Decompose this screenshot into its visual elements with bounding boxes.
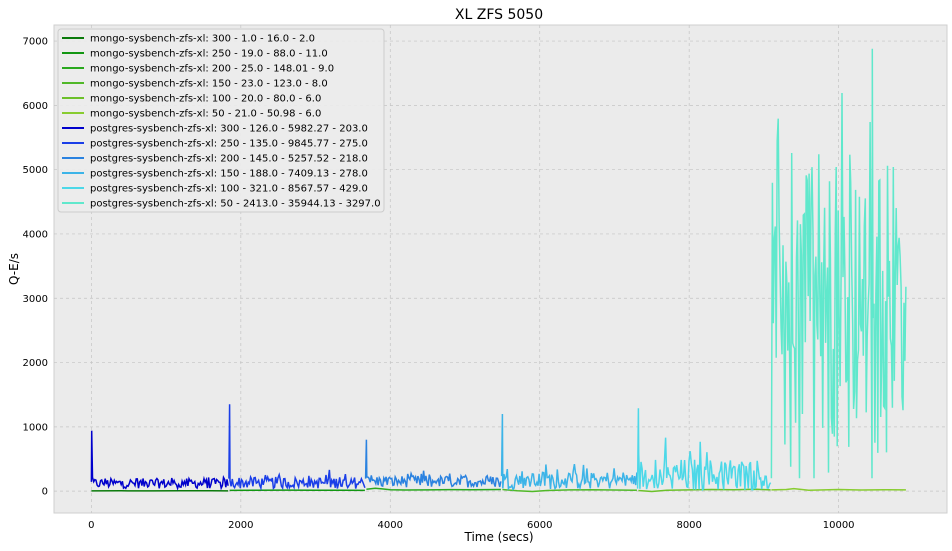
y-tick-label: 3000 [23, 294, 48, 305]
legend-entry: postgres-sysbench-zfs-xl: 150 - 188.0 - … [90, 169, 368, 180]
y-tick-label: 1000 [23, 422, 48, 433]
y-axis-label: Q-E/s [7, 253, 21, 285]
y-tick-label: 5000 [23, 165, 48, 176]
series-line [502, 488, 637, 493]
legend-entry: postgres-sysbench-zfs-xl: 200 - 145.0 - … [90, 154, 368, 165]
series-line [500, 413, 638, 491]
legend-entry: postgres-sysbench-zfs-xl: 50 - 2413.0 - … [90, 199, 381, 210]
x-tick-label: 6000 [527, 520, 552, 531]
series-line [636, 408, 772, 492]
legend-entry: mongo-sysbench-zfs-xl: 200 - 25.0 - 148.… [90, 64, 334, 75]
x-axis-label: Time (secs) [463, 530, 533, 544]
x-tick-label: 0 [88, 520, 94, 531]
y-tick-label: 7000 [23, 37, 48, 48]
legend-entry: mongo-sysbench-zfs-xl: 250 - 19.0 - 88.0… [90, 49, 328, 60]
x-tick-label: 10000 [823, 520, 855, 531]
y-tick-label: 6000 [23, 101, 48, 112]
series-line [771, 487, 906, 491]
x-tick-label: 4000 [378, 520, 403, 531]
legend-box [57, 28, 385, 213]
axis-layer: 0 2000 4000 6000 8000 10000 0 1000 2000 3000 4000 5… [23, 37, 855, 531]
series-layer [90, 48, 907, 493]
y-tick-label: 4000 [23, 229, 48, 240]
legend-entry: mongo-sysbench-zfs-xl: 300 - 1.0 - 16.0 … [90, 34, 315, 45]
legend-entry: mongo-sysbench-zfs-xl: 100 - 20.0 - 80.0… [90, 94, 321, 105]
x-tick-label: 2000 [228, 520, 253, 531]
series-line [770, 48, 907, 479]
legend-entry: postgres-sysbench-zfs-xl: 300 - 126.0 - … [90, 124, 368, 135]
series-line [90, 430, 229, 491]
y-tick-label: 2000 [23, 358, 48, 369]
y-tick-label: 0 [42, 487, 48, 498]
series-line [228, 404, 366, 491]
series-line [366, 487, 501, 491]
legend-entry: mongo-sysbench-zfs-xl: 150 - 23.0 - 123.… [90, 79, 328, 90]
x-tick-label: 8000 [676, 520, 701, 531]
chart-title: XL ZFS 5050 [455, 7, 543, 23]
legend-entry: mongo-sysbench-zfs-xl: 50 - 21.0 - 50.98… [90, 109, 321, 120]
legend: mongo-sysbench-zfs-xl: 300 - 1.0 - 16.0 … [57, 28, 385, 213]
legend-entry: postgres-sysbench-zfs-xl: 100 - 321.0 - … [90, 184, 368, 195]
legend-entry: postgres-sysbench-zfs-xl: 250 - 135.0 - … [90, 139, 368, 150]
series-line [364, 439, 502, 488]
